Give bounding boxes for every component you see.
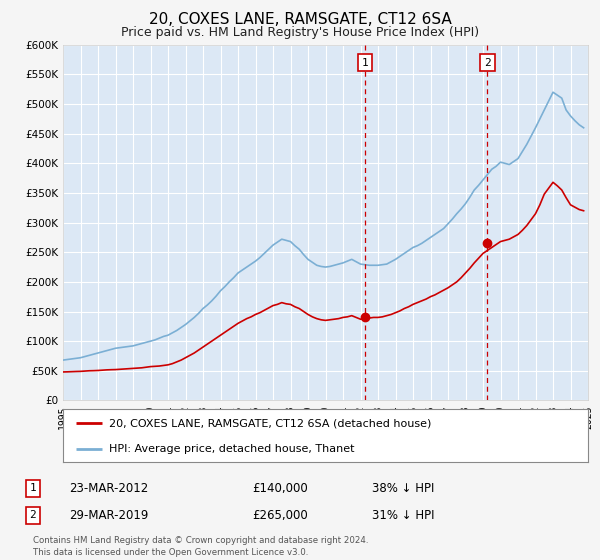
Text: 31% ↓ HPI: 31% ↓ HPI xyxy=(372,508,434,522)
Text: 38% ↓ HPI: 38% ↓ HPI xyxy=(372,482,434,495)
Text: 1: 1 xyxy=(29,483,37,493)
Text: Contains HM Land Registry data © Crown copyright and database right 2024.: Contains HM Land Registry data © Crown c… xyxy=(33,536,368,545)
Text: 20, COXES LANE, RAMSGATE, CT12 6SA: 20, COXES LANE, RAMSGATE, CT12 6SA xyxy=(149,12,451,27)
Text: Price paid vs. HM Land Registry's House Price Index (HPI): Price paid vs. HM Land Registry's House … xyxy=(121,26,479,39)
Text: 29-MAR-2019: 29-MAR-2019 xyxy=(69,508,148,522)
Text: 1: 1 xyxy=(361,58,368,68)
Text: HPI: Average price, detached house, Thanet: HPI: Average price, detached house, Than… xyxy=(109,444,355,454)
Text: £140,000: £140,000 xyxy=(252,482,308,495)
Text: 2: 2 xyxy=(29,510,37,520)
Text: 2: 2 xyxy=(484,58,491,68)
Text: 20, COXES LANE, RAMSGATE, CT12 6SA (detached house): 20, COXES LANE, RAMSGATE, CT12 6SA (deta… xyxy=(109,418,431,428)
Text: £265,000: £265,000 xyxy=(252,508,308,522)
Text: This data is licensed under the Open Government Licence v3.0.: This data is licensed under the Open Gov… xyxy=(33,548,308,557)
Text: 23-MAR-2012: 23-MAR-2012 xyxy=(69,482,148,495)
